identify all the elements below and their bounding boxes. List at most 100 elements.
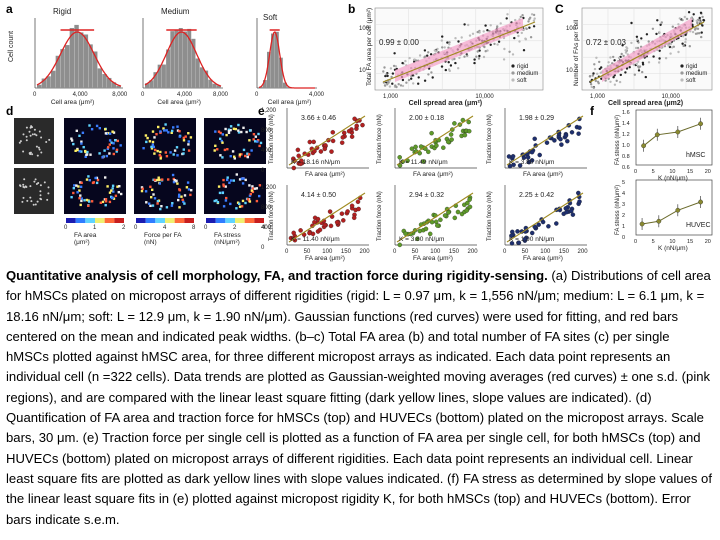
heatmap-pixel bbox=[150, 147, 154, 150]
heatmap-pixel bbox=[238, 202, 241, 205]
heatmap-pixel bbox=[238, 205, 242, 208]
x-tick-label: 0 bbox=[503, 249, 507, 255]
data-point bbox=[644, 75, 647, 79]
data-point bbox=[435, 223, 440, 228]
data-point bbox=[532, 136, 537, 142]
heatmap-pixel bbox=[115, 150, 118, 153]
row-label: HUVEC bbox=[7, 173, 14, 196]
data-point bbox=[403, 231, 408, 236]
heatmap-pixel bbox=[88, 179, 91, 182]
data-point bbox=[529, 149, 535, 155]
heatmap-pixel bbox=[108, 143, 111, 146]
data-point bbox=[522, 49, 526, 52]
heatmap-pixel bbox=[150, 145, 153, 149]
data-point bbox=[478, 49, 481, 52]
histogram-bar bbox=[199, 67, 204, 88]
heatmap-pixel bbox=[173, 179, 176, 182]
heatmap-pixel bbox=[158, 182, 161, 185]
data-point bbox=[656, 218, 662, 224]
heatmap-pixel bbox=[81, 131, 85, 134]
data-point bbox=[637, 41, 640, 44]
data-point bbox=[464, 208, 470, 213]
data-point bbox=[681, 18, 684, 22]
y-tick-label: 800 bbox=[261, 128, 272, 134]
data-point bbox=[660, 21, 663, 24]
cell-speckle bbox=[22, 185, 25, 188]
cell-speckle bbox=[36, 154, 39, 157]
heatmap-pixel bbox=[153, 178, 156, 182]
heatmap-pixel bbox=[246, 155, 249, 158]
heatmap-pixel bbox=[151, 143, 154, 146]
data-point bbox=[457, 67, 460, 70]
heatmap-pixel bbox=[150, 196, 153, 199]
data-point bbox=[651, 27, 655, 30]
x-axis-label: FA area (μm²) bbox=[413, 171, 453, 178]
x-tick-label: 10,000 bbox=[662, 94, 681, 100]
heatmap-pixel bbox=[178, 206, 181, 209]
data-point bbox=[421, 159, 426, 164]
slope-label: 3.66 ± 0.46 bbox=[301, 115, 336, 122]
data-point bbox=[449, 64, 453, 67]
data-point bbox=[405, 81, 408, 84]
data-point bbox=[613, 83, 617, 86]
heatmap-pixel bbox=[116, 139, 119, 143]
linear-fit-line bbox=[396, 192, 474, 243]
data-point bbox=[389, 67, 393, 70]
data-point bbox=[468, 34, 472, 37]
data-point bbox=[671, 25, 674, 28]
data-point bbox=[533, 17, 536, 20]
data-point bbox=[591, 74, 594, 77]
data-point bbox=[634, 46, 638, 50]
data-point bbox=[382, 70, 385, 73]
heatmap-pixel bbox=[226, 148, 229, 151]
histogram-bar bbox=[107, 77, 112, 88]
data-point bbox=[412, 82, 415, 85]
row-label: hMSC bbox=[7, 128, 14, 146]
heatmap-pixel bbox=[165, 129, 168, 132]
data-point bbox=[467, 197, 472, 202]
histogram-bar bbox=[60, 49, 65, 88]
data-point bbox=[684, 33, 687, 37]
heatmap-pixel bbox=[178, 188, 181, 191]
data-point bbox=[532, 13, 536, 17]
heatmap-pixel bbox=[220, 139, 223, 143]
data-point bbox=[569, 130, 575, 135]
heatmap-pixel bbox=[187, 140, 190, 143]
x-tick-label: 0 bbox=[33, 92, 37, 98]
panel-a-xlabel: Cell area (μm²) bbox=[268, 99, 311, 106]
data-point bbox=[509, 233, 514, 238]
heatmap-pixel bbox=[221, 191, 224, 195]
y-tick-label: 0.6 bbox=[622, 165, 630, 171]
heatmap-pixel bbox=[75, 129, 78, 132]
histogram-bar bbox=[174, 29, 179, 88]
histogram-bar bbox=[102, 74, 107, 88]
data-point bbox=[528, 26, 531, 29]
heatmap-pixel bbox=[120, 192, 123, 196]
heatmap-pixel bbox=[229, 128, 232, 132]
data-point bbox=[291, 230, 296, 236]
heatmap-pixel bbox=[79, 185, 83, 188]
heatmap-pixel bbox=[170, 204, 174, 207]
colorbar-segment bbox=[225, 218, 235, 223]
data-point bbox=[588, 75, 592, 78]
x-tick-label: 0 bbox=[255, 92, 259, 98]
data-point bbox=[528, 18, 531, 21]
data-point bbox=[513, 36, 516, 40]
heatmap-pixel bbox=[148, 140, 152, 143]
colorbar-tick: 1 bbox=[93, 225, 97, 231]
data-point bbox=[529, 230, 535, 236]
data-point bbox=[354, 123, 359, 129]
data-point bbox=[312, 219, 317, 225]
data-point bbox=[701, 24, 704, 27]
data-point bbox=[409, 146, 415, 151]
data-point bbox=[559, 142, 564, 147]
colorbar-segment bbox=[95, 218, 105, 223]
x-tick-label: 15 bbox=[687, 169, 693, 175]
data-point bbox=[510, 154, 516, 159]
x-axis-label: FA area (μm²) bbox=[523, 171, 563, 178]
data-point bbox=[537, 152, 542, 158]
data-point bbox=[637, 66, 641, 69]
heatmap-pixel bbox=[225, 133, 228, 137]
y-tick-label: 0 bbox=[261, 168, 265, 174]
heatmap-pixel bbox=[156, 178, 159, 182]
